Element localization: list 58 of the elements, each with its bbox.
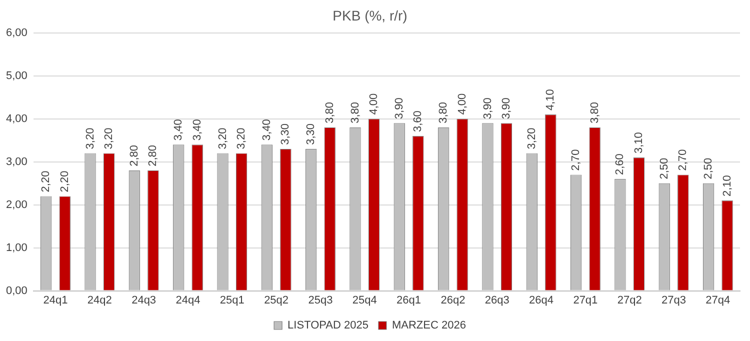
chart-title: PKB (%, r/r) [332,7,408,24]
x-tick-label: 27q4 [706,294,730,306]
data-label: 2,60 [614,154,626,175]
x-tick-label: 26q2 [440,294,466,306]
data-label: 2,80 [128,144,140,166]
data-label: 3,80 [349,102,362,124]
data-label: 2,80 [147,144,160,166]
data-label: 2,20 [58,170,71,192]
legend-label: LISTOPAD 2025 [288,320,368,332]
x-tick-label: 25q4 [352,294,377,306]
data-label: 3,20 [526,128,538,150]
x-tick-label: 26q3 [484,294,510,306]
x-tick-label: 24q4 [176,294,200,306]
data-label: 3,80 [438,102,450,124]
data-label: 2,20 [40,170,52,192]
x-tick-label: 25q2 [264,294,289,306]
y-tick-label: 4,00 [6,112,28,125]
x-tick-label: 24q2 [87,294,112,306]
data-label: 2,10 [721,175,734,196]
data-label: 4,00 [368,93,380,115]
x-tick-label: 27q2 [617,294,642,306]
data-label: 4,00 [456,93,468,115]
data-label: 3,40 [260,119,273,141]
x-tick-label: 24q1 [43,294,68,306]
x-tick-label: 25q3 [308,294,333,306]
x-tick-label: 26q1 [396,294,422,306]
data-label: 3,80 [588,102,601,124]
data-label: 3,90 [393,98,406,120]
data-label: 3,20 [216,128,229,150]
data-label: 3,20 [236,128,248,150]
data-label: 3,40 [191,119,204,141]
y-tick-label: 5,00 [6,70,28,82]
data-label: 2,70 [570,149,582,171]
data-label: 4,10 [544,89,557,110]
data-label: 3,90 [500,98,513,120]
y-tick-label: 3,00 [6,156,28,168]
y-tick-label: 0,00 [6,284,28,297]
data-label: 3,60 [412,110,424,132]
data-label: 3,30 [280,123,292,145]
data-label: 2,70 [677,149,690,171]
data-label: 3,40 [172,119,185,141]
data-label: 2,50 [702,158,715,180]
y-tick-label: 1,00 [6,242,28,254]
x-tick-label: 24q3 [132,294,156,306]
data-label: 2,50 [658,158,670,180]
x-tick-label: 27q1 [573,294,598,306]
x-tick-label: 25q1 [220,294,244,306]
data-label: 3,30 [305,123,318,145]
data-label: 3,80 [324,102,336,124]
legend-label: MARZEC 2026 [392,320,466,332]
data-label: 3,10 [633,132,646,154]
x-tick-label: 26q4 [529,294,554,306]
data-label: 3,20 [103,128,116,150]
y-tick-label: 6,00 [6,26,28,39]
y-tick-label: 2,00 [6,198,28,211]
x-tick-label: 27q3 [662,294,686,306]
data-label: 3,90 [482,98,494,120]
data-label: 3,20 [84,128,96,150]
